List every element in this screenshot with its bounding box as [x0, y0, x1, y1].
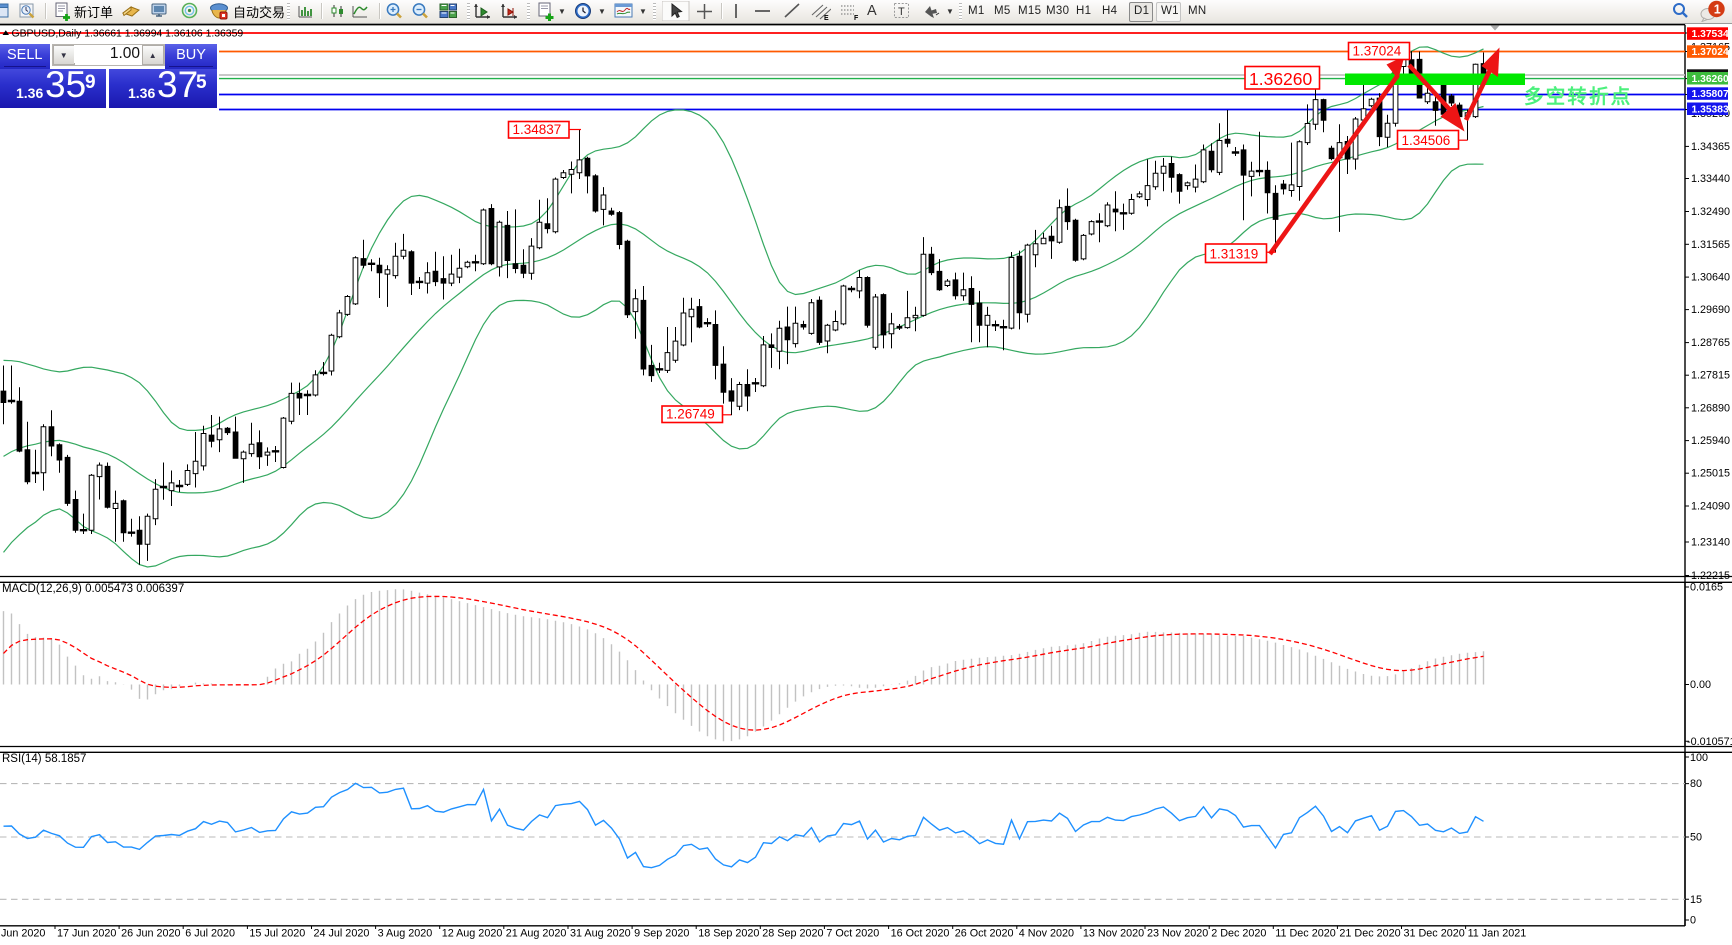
svg-text:RSI(14) 58.1857: RSI(14) 58.1857 [2, 753, 86, 765]
svg-text:1.37534: 1.37534 [1692, 29, 1729, 40]
svg-text:17 Jun 2020: 17 Jun 2020 [57, 928, 116, 940]
svg-text:1.35807: 1.35807 [1692, 89, 1729, 100]
svg-text:1.24090: 1.24090 [1691, 501, 1730, 513]
svg-text:24 Jul 2020: 24 Jul 2020 [314, 928, 370, 940]
svg-text:26 Jun 2020: 26 Jun 2020 [121, 928, 180, 940]
svg-text:Jun 2020: Jun 2020 [1, 928, 45, 940]
svg-text:2 Dec 2020: 2 Dec 2020 [1211, 928, 1266, 940]
svg-text:1.27815: 1.27815 [1691, 370, 1730, 382]
svg-text:6 Jul 2020: 6 Jul 2020 [185, 928, 235, 940]
svg-text:1.22215: 1.22215 [1691, 570, 1730, 582]
svg-text:GBPUSD,Daily 1.36661 1.36994: GBPUSD,Daily 1.36661 1.36994 1.36106 1.3… [12, 29, 244, 40]
svg-text:1.31319: 1.31319 [1210, 247, 1259, 262]
svg-text:50: 50 [1690, 832, 1702, 844]
svg-text:0.00: 0.00 [1690, 679, 1711, 691]
svg-text:4 Nov 2020: 4 Nov 2020 [1019, 928, 1074, 940]
svg-text:11 Dec 2020: 11 Dec 2020 [1275, 928, 1335, 940]
svg-text:1.34837: 1.34837 [513, 122, 562, 137]
svg-text:26 Oct 2020: 26 Oct 2020 [955, 928, 1014, 940]
svg-text:7 Oct 2020: 7 Oct 2020 [826, 928, 879, 940]
svg-text:MACD(12,26,9) 0.005473 0.00639: MACD(12,26,9) 0.005473 0.006397 [2, 583, 184, 595]
svg-text:80: 80 [1690, 778, 1702, 790]
svg-text:1.30640: 1.30640 [1691, 272, 1730, 284]
svg-text:1.25015: 1.25015 [1691, 468, 1730, 480]
svg-text:-0.010571: -0.010571 [1687, 736, 1732, 748]
svg-text:1: 1 [1714, 2, 1721, 16]
svg-text:100: 100 [1690, 752, 1708, 764]
svg-text:1.26890: 1.26890 [1691, 402, 1730, 414]
svg-text:1.29690: 1.29690 [1691, 304, 1730, 316]
svg-text:1.37024: 1.37024 [1692, 47, 1729, 58]
svg-text:15: 15 [1690, 894, 1702, 906]
svg-text:0.0165: 0.0165 [1690, 582, 1723, 594]
svg-text:1.33440: 1.33440 [1691, 173, 1730, 185]
svg-text:28 Sep 2020: 28 Sep 2020 [762, 928, 823, 940]
svg-text:1.25940: 1.25940 [1691, 435, 1730, 447]
svg-text:9 Sep 2020: 9 Sep 2020 [634, 928, 689, 940]
svg-text:1.35383: 1.35383 [1692, 104, 1729, 115]
svg-text:1.37024: 1.37024 [1353, 44, 1402, 59]
svg-text:1.36260: 1.36260 [1249, 69, 1313, 89]
svg-text:E: E [824, 15, 829, 21]
svg-text:31 Aug 2020: 31 Aug 2020 [570, 928, 631, 940]
svg-text:1.26749: 1.26749 [666, 407, 715, 422]
svg-text:3 Aug 2020: 3 Aug 2020 [378, 928, 433, 940]
svg-text:多空转折点: 多空转折点 [1524, 85, 1633, 108]
svg-text:16 Oct 2020: 16 Oct 2020 [891, 928, 950, 940]
svg-text:23 Nov 2020: 23 Nov 2020 [1147, 928, 1208, 940]
svg-text:13 Nov 2020: 13 Nov 2020 [1083, 928, 1144, 940]
svg-text:21 Dec 2020: 21 Dec 2020 [1339, 928, 1400, 940]
svg-text:1.34506: 1.34506 [1402, 133, 1451, 148]
svg-text:F: F [854, 15, 859, 21]
svg-text:11 Jan 2021: 11 Jan 2021 [1468, 928, 1527, 940]
svg-text:1.28765: 1.28765 [1691, 337, 1730, 349]
svg-text:1.36260: 1.36260 [1692, 74, 1729, 85]
svg-text:1.23140: 1.23140 [1691, 537, 1730, 549]
svg-text:15 Jul 2020: 15 Jul 2020 [249, 928, 305, 940]
svg-text:31 Dec 2020: 31 Dec 2020 [1404, 928, 1465, 940]
svg-text:0: 0 [1690, 915, 1696, 927]
svg-text:1.34365: 1.34365 [1691, 141, 1730, 153]
svg-text:T: T [898, 6, 905, 18]
svg-text:18 Sep 2020: 18 Sep 2020 [698, 928, 759, 940]
svg-text:1.32490: 1.32490 [1691, 206, 1730, 218]
svg-text:1.31565: 1.31565 [1691, 239, 1730, 251]
svg-text:21 Aug 2020: 21 Aug 2020 [506, 928, 567, 940]
svg-text:12 Aug 2020: 12 Aug 2020 [442, 928, 503, 940]
